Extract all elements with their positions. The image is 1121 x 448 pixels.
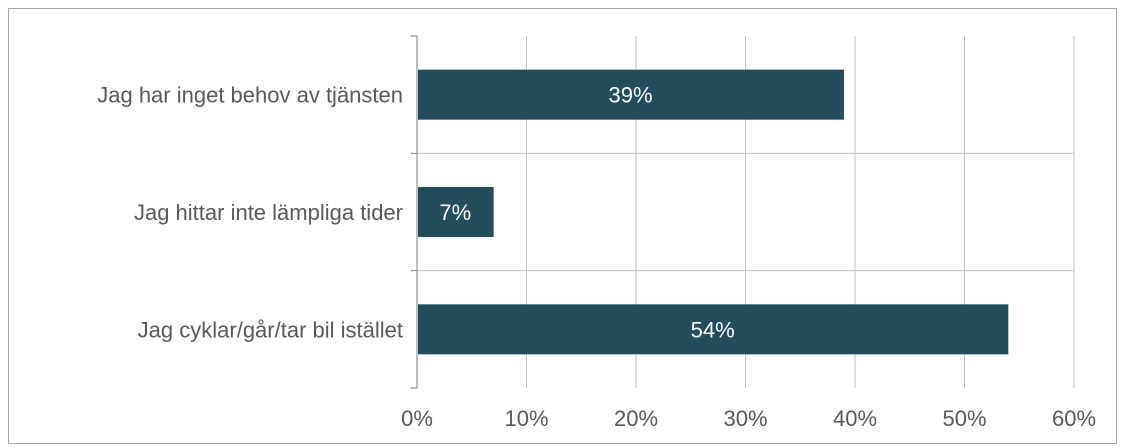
x-tick-label: 60% [1052, 406, 1096, 431]
data-label: 7% [439, 200, 471, 225]
category-label: Jag hittar inte lämpliga tider [134, 200, 403, 225]
chart-frame [8, 8, 1117, 444]
x-tick-label: 40% [833, 406, 877, 431]
x-tick-label: 50% [942, 406, 986, 431]
category-labels: Jag har inget behov av tjänsten Jag hitta… [97, 83, 403, 343]
axes [411, 35, 418, 389]
x-tick-label: 10% [504, 406, 548, 431]
category-label: Jag cyklar/går/tar bil istället [138, 317, 403, 342]
bars: 39% 7% 54% [418, 69, 1009, 355]
bar [418, 187, 494, 237]
bar [418, 304, 1009, 355]
data-label: 54% [691, 317, 735, 342]
x-tick-label: 0% [401, 406, 433, 431]
data-label: 39% [609, 83, 653, 108]
category-label: Jag har inget behov av tjänsten [97, 83, 403, 108]
x-tick-labels: 0% 10% 20% 30% 40% 50% 60% [401, 406, 1096, 431]
x-tick-label: 30% [723, 406, 767, 431]
bar [418, 69, 845, 120]
x-tick-label: 20% [614, 406, 658, 431]
